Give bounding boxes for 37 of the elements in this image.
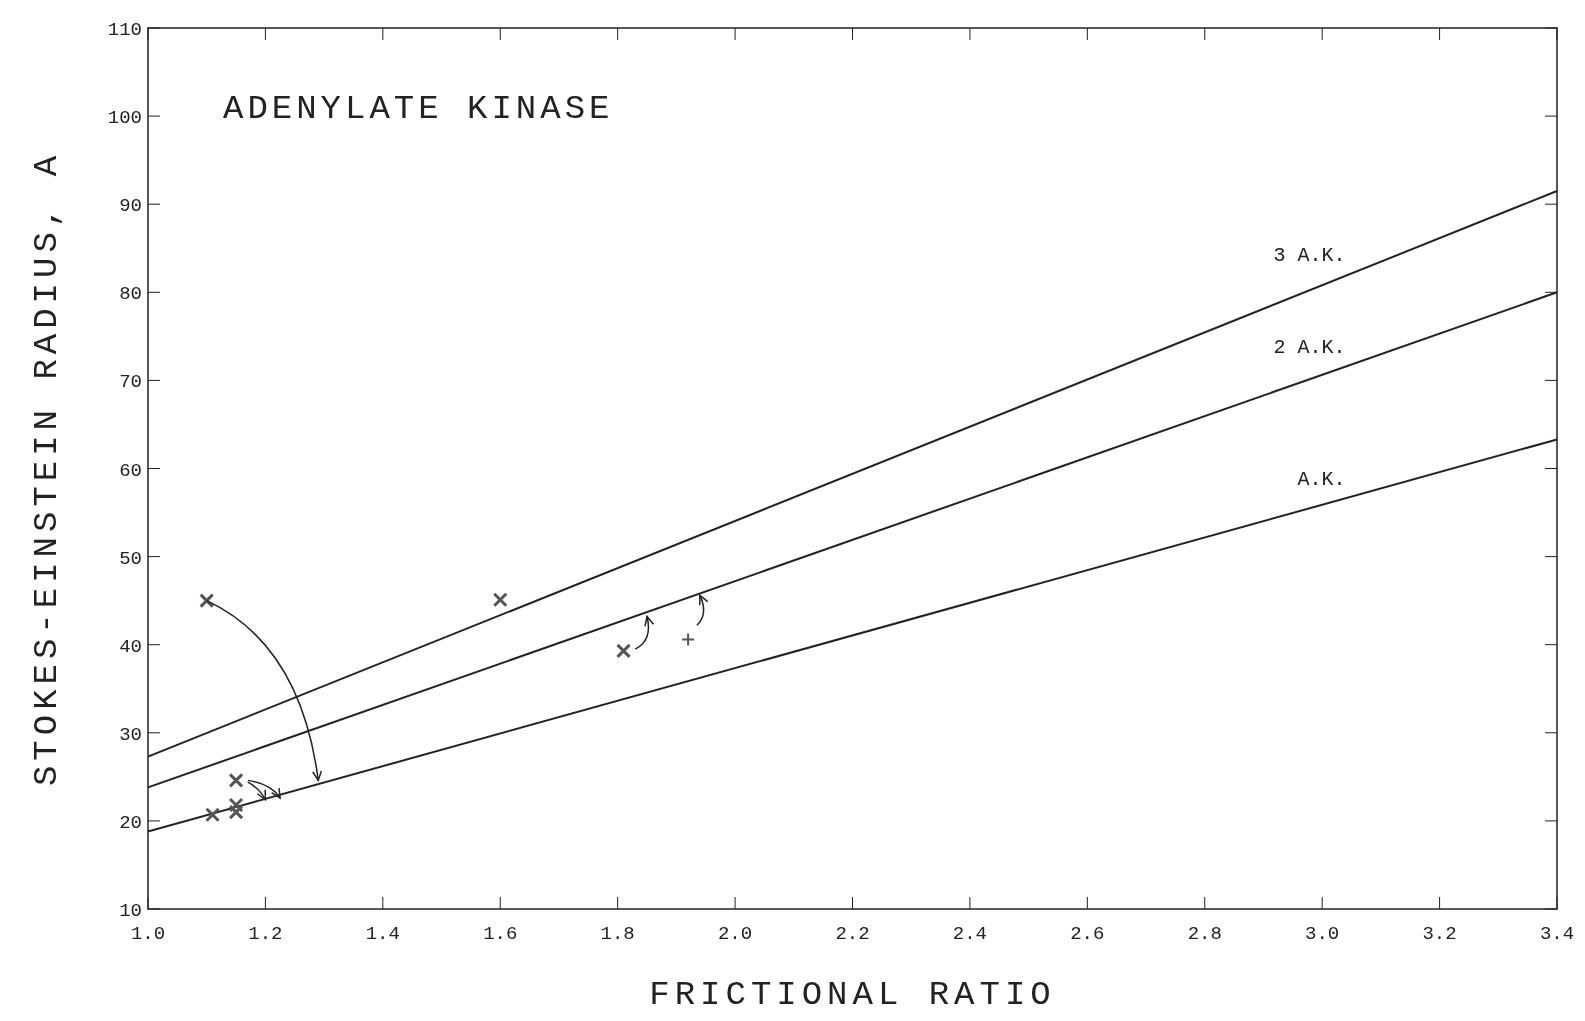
y-tick-label: 10	[119, 900, 142, 922]
text: ADENYLATE KINASE	[223, 90, 614, 128]
point	[228, 797, 244, 813]
x-tick-label: 1.8	[600, 923, 635, 945]
point	[228, 772, 244, 788]
point	[199, 593, 215, 609]
x-tick-label: 3.2	[1422, 923, 1457, 945]
x-tick-label: 3.0	[1305, 923, 1340, 945]
x-tick-label: 1.2	[248, 923, 283, 945]
y-tick-label: 60	[119, 459, 142, 482]
y-axis-title: STOKES-EINSTEIN RADIUS, A	[28, 150, 66, 787]
y-tick-label: 30	[119, 723, 142, 746]
y-tick-label: 70	[119, 371, 142, 394]
x-tick-label: 2.4	[952, 923, 988, 945]
point	[205, 807, 221, 823]
y-tick-label: 40	[119, 635, 142, 658]
series-label: 2 A.K.	[1273, 335, 1346, 359]
y-tick-label: 20	[119, 811, 142, 834]
x-tick-label: 2.2	[835, 923, 870, 945]
x-tick-label: 1.0	[130, 923, 166, 945]
point	[616, 643, 632, 659]
x-tick-label: 2.8	[1187, 923, 1222, 945]
y-tick-label: 80	[119, 283, 142, 306]
x-tick-label: 2.0	[717, 923, 753, 945]
x-axis-title: FRICTIONAL RATIO	[649, 976, 1056, 1014]
y-tick-label: 50	[119, 547, 142, 570]
x-tick-label: 1.4	[365, 923, 400, 945]
x-tick-label: 3.4	[1539, 923, 1575, 945]
y-tick-label: 90	[119, 195, 142, 218]
point	[492, 592, 508, 608]
y-tick-label: 100	[107, 107, 142, 130]
x-tick-label: 1.6	[483, 923, 518, 945]
x-tick-label: 2.6	[1070, 923, 1105, 945]
point	[228, 804, 244, 820]
series-label: A.K.	[1297, 467, 1346, 491]
y-tick-label: 110	[107, 19, 142, 41]
series-label: 3 A.K.	[1273, 244, 1346, 268]
